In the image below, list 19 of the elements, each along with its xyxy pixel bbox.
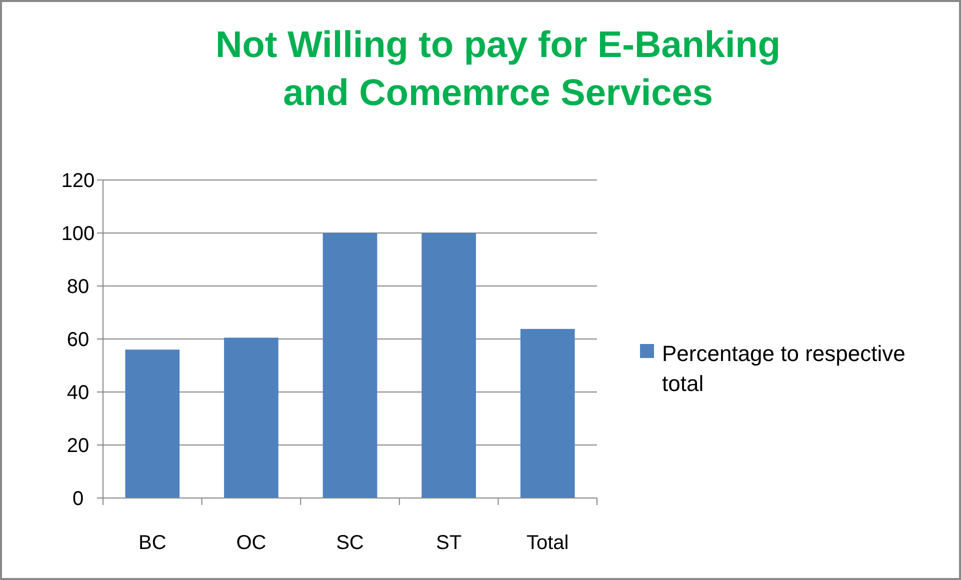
y-tick-label: 20 — [66, 435, 90, 457]
x-tick-label: ST — [436, 532, 462, 554]
x-tick-label: OC — [236, 532, 266, 554]
y-tick-label: 120 — [61, 170, 95, 192]
x-tick-label: BC — [138, 532, 166, 554]
y-tick-label: 40 — [66, 382, 90, 404]
legend-label: Percentage to respective total — [662, 341, 906, 396]
bar — [224, 338, 278, 498]
y-tick-label: 100 — [61, 223, 95, 245]
bar — [520, 328, 575, 498]
x-tick-label: SC — [336, 532, 364, 554]
y-tick-label: 60 — [66, 329, 90, 351]
bar — [422, 233, 476, 498]
bar — [125, 350, 180, 498]
bar — [322, 233, 378, 498]
x-tick-label: Total — [526, 532, 569, 554]
chart-title: Not Willing to pay for E-Banking and Comemrce Services — [216, 24, 780, 113]
y-tick-label: 80 — [66, 276, 90, 298]
y-tick-label: 0 — [72, 488, 84, 510]
